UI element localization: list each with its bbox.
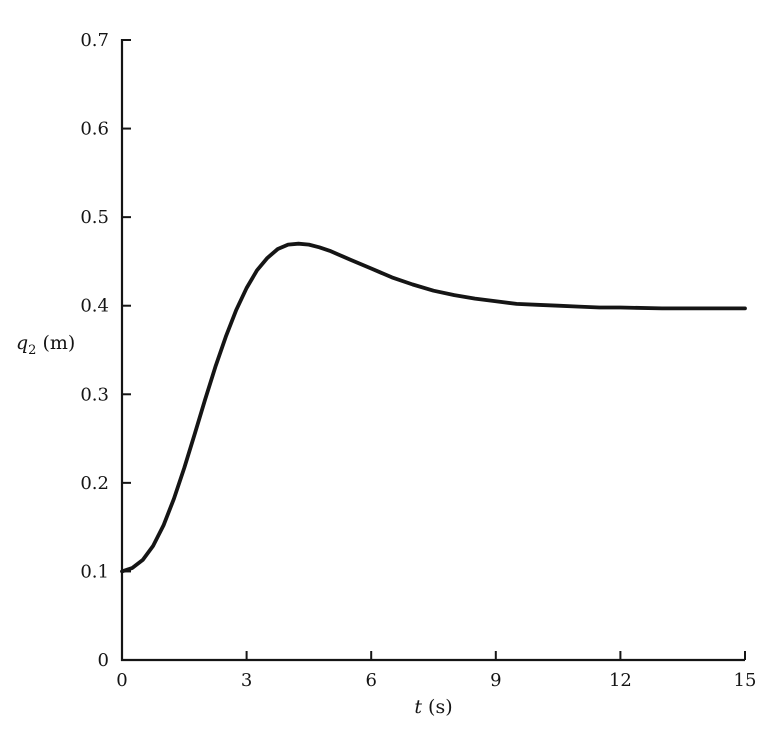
- y-axis-label: q2 (m): [16, 332, 75, 358]
- y-axis-subscript: 2: [28, 342, 37, 358]
- x-tick-label: 15: [734, 670, 757, 691]
- x-axis-unit: (s): [422, 696, 453, 718]
- x-tick-label: 0: [116, 670, 127, 691]
- y-tick-label: 0: [98, 650, 109, 671]
- y-axis-variable: q: [16, 332, 29, 354]
- x-axis-variable: t: [414, 696, 422, 718]
- response-curve: [120, 241, 747, 574]
- y-tick-label: 0.4: [80, 296, 109, 317]
- x-tick-label: 3: [241, 670, 252, 691]
- y-tick-label: 0.1: [80, 561, 109, 582]
- y-tick-label: 0.3: [80, 384, 109, 405]
- y-axis-unit: (m): [36, 332, 76, 354]
- x-tick-label: 12: [609, 670, 632, 691]
- x-axis-label: t (s): [122, 696, 745, 718]
- y-tick-label: 0.7: [80, 30, 109, 51]
- x-tick-label: 6: [365, 670, 376, 691]
- y-tick-label: 0.6: [80, 119, 109, 140]
- x-tick-label: 9: [490, 670, 501, 691]
- y-tick-label: 0.5: [80, 207, 109, 228]
- y-tick-label: 0.2: [80, 473, 109, 494]
